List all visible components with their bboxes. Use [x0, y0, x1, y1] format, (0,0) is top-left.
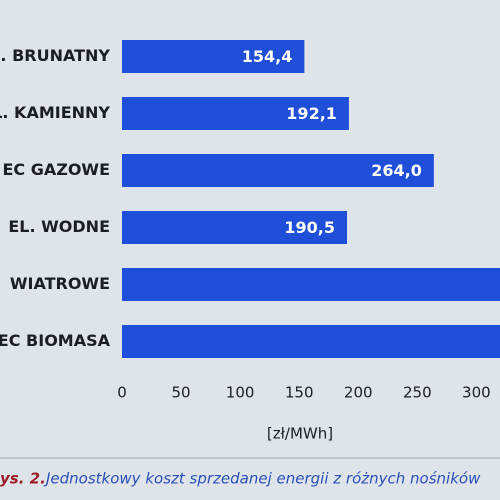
value-label: 192,1 [286, 104, 337, 123]
bar [122, 268, 500, 301]
caption-number: ys. 2. [0, 470, 46, 488]
x-tick-label: 100 [226, 384, 255, 402]
category-label: WIATROWE [10, 274, 110, 293]
bar [122, 325, 500, 358]
value-label: 154,4 [242, 47, 293, 66]
bar [122, 40, 305, 73]
category-label: L. BRUNATNY [0, 46, 110, 65]
x-tick-label: 50 [172, 384, 191, 402]
category-label: L. KAMIENNY [0, 103, 110, 122]
x-tick-label: 250 [403, 384, 432, 402]
category-label: EC GAZOWE [2, 160, 110, 179]
bar [122, 97, 349, 130]
x-tick-label: 200 [344, 384, 373, 402]
x-tick-label: 0 [117, 384, 127, 402]
category-label: EL. WODNE [8, 217, 110, 236]
caption-text: Jednostkowy koszt sprzedanej energii z r… [43, 470, 481, 488]
bar [122, 211, 348, 244]
x-tick-label: 300 [462, 384, 491, 402]
bar [122, 154, 434, 187]
x-tick-label: 150 [285, 384, 314, 402]
x-axis-label: [zł/MWh] [267, 425, 333, 443]
value-label: 264,0 [371, 161, 422, 180]
value-label: 190,5 [284, 218, 335, 237]
category-label: EC BIOMASA [0, 331, 111, 350]
